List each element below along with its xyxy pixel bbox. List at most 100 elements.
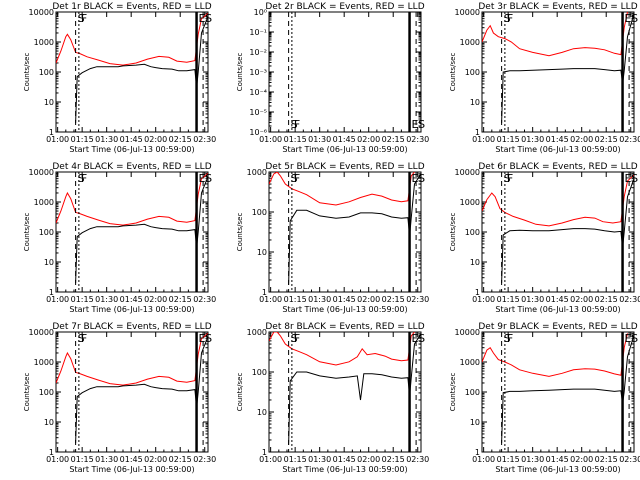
y-tick-label: 10000	[455, 168, 480, 177]
x-tick-label: 01:00	[46, 455, 69, 464]
y-tick-label: 1	[475, 288, 480, 297]
event-marker-label: S	[504, 332, 511, 345]
x-tick-label: 02:15	[169, 135, 192, 144]
y-tick-label: 10000	[29, 168, 54, 177]
panel-det-3: Det 3r BLACK = Events, RED = LLD 1 10 100 10…	[449, 2, 640, 154]
series-lld-line	[56, 333, 208, 386]
y-tick-label: 1000	[460, 198, 480, 207]
x-tick-label: 02:00	[357, 455, 380, 464]
x-tick-label: 01:00	[46, 135, 69, 144]
x-axis-label: Start Time (06-Jul-13 00:59:00)	[495, 305, 620, 314]
y-axis-label: Counts/sec	[236, 373, 244, 412]
event-marker-label: E	[625, 332, 632, 345]
event-marker-label: E	[625, 12, 632, 25]
chart-title: Det 8r BLACK = Events, RED = LLD	[265, 322, 424, 332]
event-marker-label: E	[199, 332, 206, 345]
x-tick-label: 01:45	[333, 455, 356, 464]
panel-det-9: Det 9r BLACK = Events, RED = LLD 1 10 100 10…	[449, 322, 640, 474]
y-axis-label: Counts/sec	[23, 373, 31, 412]
x-tick-label: 02:30	[406, 455, 429, 464]
event-marker-label: F	[294, 118, 300, 131]
x-tick-label: 02:00	[144, 295, 167, 304]
x-tick-label: 01:30	[521, 455, 544, 464]
x-tick-label: 02:30	[193, 295, 216, 304]
y-tick-label: 10⁻²	[249, 48, 267, 57]
chart-title: Det 7r BLACK = Events, RED = LLD	[52, 322, 211, 332]
y-axis-label: Counts/sec	[236, 213, 244, 252]
event-marker-label: E	[199, 172, 206, 185]
event-marker-label: S	[205, 332, 212, 345]
y-tick-label: 10	[257, 248, 267, 257]
y-tick-label: 100	[39, 68, 54, 77]
y-tick-label: 10000	[29, 328, 54, 337]
chart-title: Det 3r BLACK = Events, RED = LLD	[478, 2, 637, 12]
x-tick-label: 01:45	[546, 455, 569, 464]
y-tick-label: 100	[465, 68, 480, 77]
x-tick-label: 01:30	[95, 135, 118, 144]
plot-frame	[268, 171, 422, 293]
series-lld-line	[482, 12, 628, 57]
x-tick-label: 02:30	[619, 295, 640, 304]
series-events-line	[501, 13, 634, 124]
x-tick-label: 02:00	[144, 455, 167, 464]
x-tick-label: 01:45	[546, 135, 569, 144]
x-tick-label: 01:30	[308, 455, 331, 464]
x-tick-label: 02:15	[169, 295, 192, 304]
event-marker-label: S	[78, 12, 85, 25]
x-tick-label: 02:15	[595, 455, 618, 464]
x-tick-label: 02:30	[193, 455, 216, 464]
y-axis-label: Counts/sec	[23, 213, 31, 252]
x-tick-label: 01:15	[497, 295, 520, 304]
x-tick-label: 01:00	[259, 135, 282, 144]
x-tick-label: 01:15	[497, 455, 520, 464]
panel-det-1: Det 1r BLACK = Events, RED = LLD 1 10 100 10…	[23, 2, 216, 154]
y-tick-label: 10⁻⁶	[249, 128, 267, 137]
series-events-line	[501, 178, 634, 284]
y-tick-label: 10	[470, 418, 480, 427]
x-tick-label: 01:15	[284, 295, 307, 304]
x-tick-label: 02:15	[595, 135, 618, 144]
x-tick-label: 02:30	[406, 135, 429, 144]
series-lld-line	[269, 332, 415, 366]
y-tick-label: 1	[475, 128, 480, 137]
panel-det-2: Det 2r BLACK = Events, RED = LLD 10⁻⁶ 10⁻⁵…	[236, 2, 429, 154]
y-tick-label: 10000	[29, 8, 54, 17]
series-lld-line	[56, 173, 208, 226]
chart-title: Det 1r BLACK = Events, RED = LLD	[52, 2, 211, 12]
x-tick-label: 01:30	[521, 295, 544, 304]
x-tick-label: 01:30	[308, 295, 331, 304]
x-tick-label: 02:00	[570, 135, 593, 144]
x-tick-label: 01:30	[95, 295, 118, 304]
x-tick-label: 01:00	[472, 295, 495, 304]
x-axis-label: Start Time (06-Jul-13 00:59:00)	[495, 145, 620, 154]
event-marker-label: S	[631, 12, 638, 25]
chart-title: Det 2r BLACK = Events, RED = LLD	[265, 2, 424, 12]
x-tick-label: 01:15	[71, 135, 94, 144]
y-tick-label: 10000	[455, 8, 480, 17]
plot-frame	[268, 331, 422, 453]
event-marker-label: F	[81, 172, 87, 185]
y-tick-label: 1	[49, 128, 54, 137]
x-tick-label: 02:15	[169, 455, 192, 464]
y-tick-label: 10⁻³	[249, 68, 267, 77]
x-tick-label: 02:00	[144, 135, 167, 144]
series-lld-line	[269, 172, 415, 206]
x-tick-label: 01:30	[521, 135, 544, 144]
event-marker-label: E	[412, 172, 419, 185]
panel-det-7: Det 7r BLACK = Events, RED = LLD 1 10 100 10…	[23, 322, 216, 474]
y-tick-label: 1000	[34, 198, 54, 207]
y-axis-label: Counts/sec	[23, 53, 31, 92]
x-tick-label: 01:45	[333, 295, 356, 304]
x-tick-label: 02:15	[595, 295, 618, 304]
event-marker-label: E	[625, 172, 632, 185]
event-marker-label: F	[81, 332, 87, 345]
event-marker-label: E	[412, 332, 419, 345]
panel-det-6: Det 6r BLACK = Events, RED = LLD 1 10 100 10…	[449, 162, 640, 314]
x-tick-label: 01:00	[46, 295, 69, 304]
x-tick-label: 01:00	[259, 455, 282, 464]
series-events-line	[288, 333, 421, 446]
x-tick-label: 01:15	[497, 135, 520, 144]
event-marker-label: F	[507, 12, 513, 25]
x-tick-label: 02:15	[382, 295, 405, 304]
series-lld-line	[56, 13, 208, 66]
